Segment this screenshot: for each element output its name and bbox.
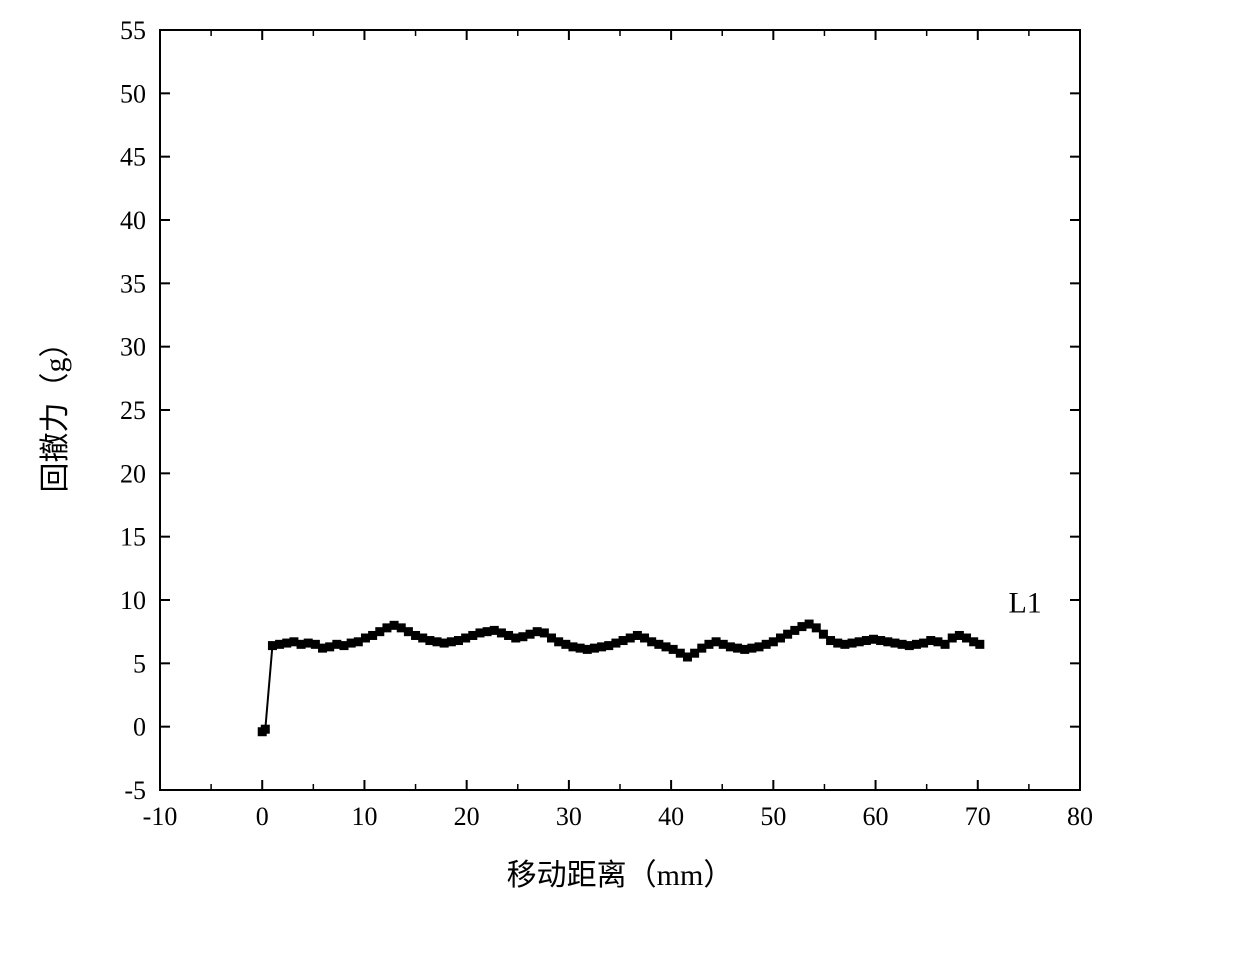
- x-tick-label: 0: [256, 802, 269, 831]
- x-tick-label: 60: [863, 802, 889, 831]
- x-tick-label: 10: [351, 802, 377, 831]
- x-tick-label: 40: [658, 802, 684, 831]
- y-tick-label: 15: [120, 523, 146, 552]
- x-tick-label: 80: [1067, 802, 1093, 831]
- y-tick-label: 35: [120, 269, 146, 298]
- y-tick-label: 55: [120, 16, 146, 45]
- x-tick-label: -10: [143, 802, 178, 831]
- y-tick-label: -5: [124, 776, 146, 805]
- y-tick-label: 25: [120, 396, 146, 425]
- chart-svg: -10 0 10 20 30 40 50 60 70 80 -5 0 5 10 15 20 25 30 35 40 45…: [0, 0, 1240, 960]
- chart-container: -10 0 10 20 30 40 50 60 70 80 -5 0 5 10 15 20 25 30 35 40 45…: [0, 0, 1240, 960]
- y-tick-label: 50: [120, 79, 146, 108]
- x-tick-label: 20: [454, 802, 480, 831]
- x-tick-label: 30: [556, 802, 582, 831]
- x-tick-label: 50: [760, 802, 786, 831]
- series-marker: [261, 725, 270, 734]
- y-tick-label: 45: [120, 143, 146, 172]
- x-tick-label: 70: [965, 802, 991, 831]
- y-tick-label: 5: [133, 649, 146, 678]
- y-tick-label: 40: [120, 206, 146, 235]
- x-axis-label: 移动距离（mm）: [507, 859, 734, 892]
- y-tick-label: 10: [120, 586, 146, 615]
- y-axis-label: 回撤力（g）: [39, 328, 72, 493]
- y-tick-label: 30: [120, 333, 146, 362]
- series-marker: [975, 640, 984, 649]
- series-label: L1: [1008, 587, 1041, 620]
- y-tick-label: 0: [133, 713, 146, 742]
- y-tick-label: 20: [120, 459, 146, 488]
